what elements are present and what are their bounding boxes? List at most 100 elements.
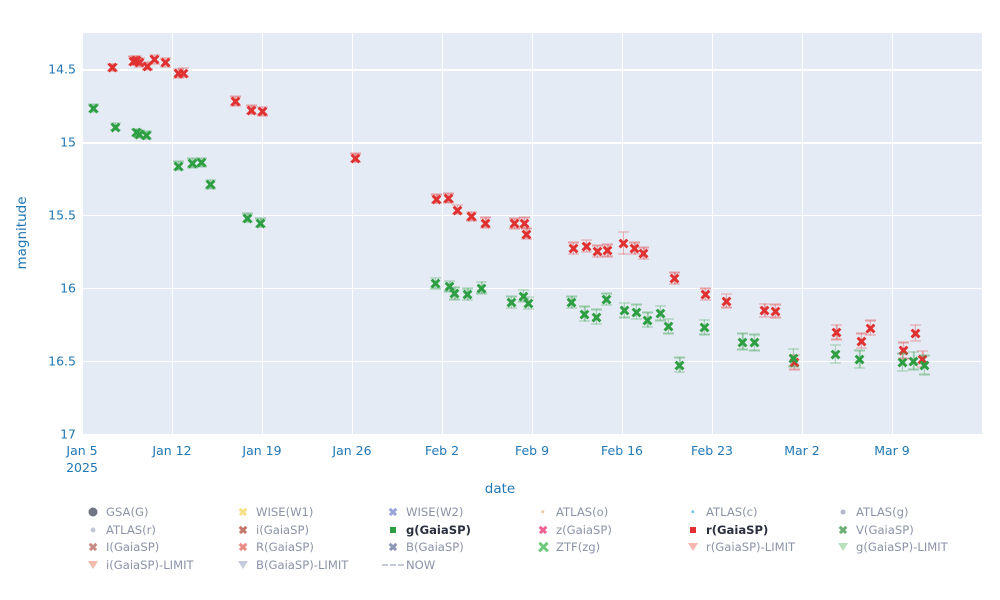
data-point[interactable] <box>148 54 160 65</box>
data-point[interactable] <box>629 241 641 255</box>
data-point[interactable] <box>142 61 154 71</box>
legend-item[interactable]: ATLAS(o) <box>532 505 608 519</box>
legend-item[interactable]: B(GaiaSP) <box>382 540 464 554</box>
data-point[interactable] <box>350 152 362 163</box>
y-tick-label: 15 <box>60 134 76 150</box>
data-point[interactable] <box>787 348 799 368</box>
data-point[interactable] <box>831 324 843 341</box>
marker-x-icon <box>675 361 684 370</box>
legend-item[interactable]: ATLAS(c) <box>682 505 758 519</box>
data-point[interactable] <box>567 241 579 255</box>
data-point[interactable] <box>431 193 443 204</box>
data-point[interactable] <box>864 319 876 336</box>
data-point[interactable] <box>246 104 258 115</box>
legend-item[interactable]: GSA(G) <box>82 505 149 519</box>
data-point[interactable] <box>720 293 732 309</box>
data-point[interactable] <box>662 318 674 335</box>
data-point[interactable] <box>521 227 533 240</box>
data-point[interactable] <box>160 57 172 68</box>
data-point[interactable] <box>898 341 910 360</box>
data-point[interactable] <box>505 295 517 309</box>
error-bar-cap <box>909 340 921 342</box>
data-point[interactable] <box>566 295 578 309</box>
data-point[interactable] <box>638 246 650 260</box>
marker-x-icon <box>855 355 864 364</box>
data-point[interactable] <box>178 67 190 78</box>
data-point[interactable] <box>580 239 592 253</box>
data-point[interactable] <box>476 281 488 295</box>
data-point[interactable] <box>759 303 771 318</box>
data-point[interactable] <box>466 211 478 222</box>
data-point[interactable] <box>617 231 629 255</box>
data-point[interactable] <box>242 212 254 223</box>
data-point[interactable] <box>107 63 119 72</box>
data-point[interactable] <box>669 271 681 285</box>
legend-item[interactable]: r(GaiaSP) <box>682 523 768 537</box>
data-point[interactable] <box>256 106 268 117</box>
data-point[interactable] <box>908 351 920 371</box>
data-point[interactable] <box>140 130 152 140</box>
data-point[interactable] <box>187 157 199 169</box>
data-point[interactable] <box>134 57 146 68</box>
data-point[interactable] <box>909 324 921 342</box>
legend-item[interactable]: NOW <box>382 558 435 572</box>
data-point[interactable] <box>134 129 146 139</box>
data-point[interactable] <box>229 95 241 107</box>
data-point[interactable] <box>109 122 121 131</box>
data-point[interactable] <box>748 333 760 352</box>
data-point[interactable] <box>700 287 712 301</box>
legend-item[interactable]: I(GaiaSP) <box>82 540 159 554</box>
data-point[interactable] <box>442 192 454 204</box>
data-point[interactable] <box>655 305 667 322</box>
data-point[interactable] <box>855 332 867 349</box>
data-point[interactable] <box>518 216 530 229</box>
legend-item-label: z(GaiaSP) <box>556 522 612 537</box>
data-point[interactable] <box>590 308 602 325</box>
data-point[interactable] <box>601 292 613 306</box>
error-bar-cap <box>737 332 749 335</box>
data-point[interactable] <box>480 216 492 229</box>
data-point[interactable] <box>449 286 461 301</box>
data-point[interactable] <box>196 157 208 168</box>
data-point[interactable] <box>896 352 908 372</box>
gridline-vertical <box>352 33 354 434</box>
data-point[interactable] <box>619 302 631 319</box>
legend-item[interactable]: ATLAS(g) <box>832 505 909 519</box>
data-point[interactable] <box>430 277 442 290</box>
data-point[interactable] <box>462 287 474 301</box>
legend-item[interactable]: ATLAS(r) <box>82 523 156 537</box>
data-point[interactable] <box>854 349 866 369</box>
legend-item[interactable]: g(GaiaSP) <box>382 523 471 537</box>
legend-item[interactable]: ZTF(zg) <box>532 540 600 554</box>
data-point[interactable] <box>88 103 100 113</box>
data-point[interactable] <box>255 217 267 228</box>
data-point[interactable] <box>508 217 520 230</box>
data-point[interactable] <box>829 344 841 364</box>
data-point[interactable] <box>674 356 686 373</box>
legend-item[interactable]: R(GaiaSP) <box>232 540 314 554</box>
data-point[interactable] <box>592 244 604 258</box>
legend-item[interactable]: g(GaiaSP)-LIMIT <box>832 540 948 554</box>
data-point[interactable] <box>630 303 642 320</box>
legend-item[interactable]: z(GaiaSP) <box>532 523 612 537</box>
data-point[interactable] <box>579 305 591 322</box>
data-point[interactable] <box>205 179 217 190</box>
data-point[interactable] <box>737 332 749 351</box>
legend-item[interactable]: i(GaiaSP) <box>232 523 309 537</box>
data-point[interactable] <box>642 311 654 328</box>
marker-x-icon <box>522 230 531 239</box>
legend-item[interactable]: i(GaiaSP)-LIMIT <box>82 558 194 572</box>
data-point[interactable] <box>172 160 184 171</box>
legend-item[interactable]: V(GaiaSP) <box>832 523 914 537</box>
data-point[interactable] <box>769 303 781 319</box>
data-point[interactable] <box>451 204 463 215</box>
data-point[interactable] <box>522 296 534 310</box>
data-point[interactable] <box>602 243 614 257</box>
data-point[interactable] <box>918 354 930 376</box>
legend-item[interactable]: WISE(W2) <box>382 505 463 519</box>
legend-item[interactable]: r(GaiaSP)-LIMIT <box>682 540 795 554</box>
data-point[interactable] <box>698 319 710 336</box>
legend-item[interactable]: B(GaiaSP)-LIMIT <box>232 558 348 572</box>
error-bar-cap <box>476 292 488 295</box>
legend-item[interactable]: WISE(W1) <box>232 505 313 519</box>
